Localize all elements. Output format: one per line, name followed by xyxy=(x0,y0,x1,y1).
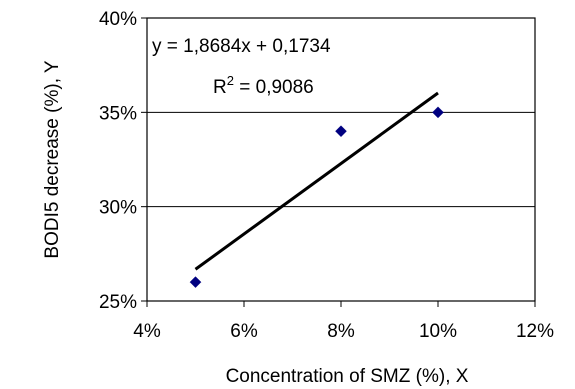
x-axis-ticks: 4% 6% 8% 10% 12% xyxy=(133,301,554,342)
x-tick-label: 8% xyxy=(327,321,355,342)
r-squared-superscript: 2 xyxy=(227,73,234,88)
y-axis-title: BODI5 decrease (%), Y xyxy=(42,60,63,259)
x-tick-label: 4% xyxy=(133,321,161,342)
x-tick-label: 12% xyxy=(516,321,554,342)
plot-area-frame xyxy=(146,17,536,302)
data-points xyxy=(189,106,444,288)
x-tick-label: 6% xyxy=(230,321,258,342)
data-point xyxy=(432,106,444,119)
data-point xyxy=(335,125,347,138)
y-axis-ticks: 25% 30% 35% 40% xyxy=(99,9,147,313)
y-tick-label: 35% xyxy=(99,103,137,124)
y-tick-label: 25% xyxy=(99,292,137,313)
data-point xyxy=(189,276,202,288)
y-tick-label: 30% xyxy=(99,198,137,219)
trendline xyxy=(194,91,439,271)
trendline-equation: y = 1,8684x + 0,1734 xyxy=(152,36,331,57)
x-axis-title: Concentration of SMZ (%), X xyxy=(226,366,469,387)
r-squared-value: = 0,9086 xyxy=(234,77,314,98)
r-squared-label: R2 = 0,9086 xyxy=(213,73,314,98)
y-tick-label: 40% xyxy=(99,9,137,30)
gridlines xyxy=(147,111,535,208)
x-tick-label: 10% xyxy=(419,321,457,342)
r-squared-r: R xyxy=(213,77,227,98)
